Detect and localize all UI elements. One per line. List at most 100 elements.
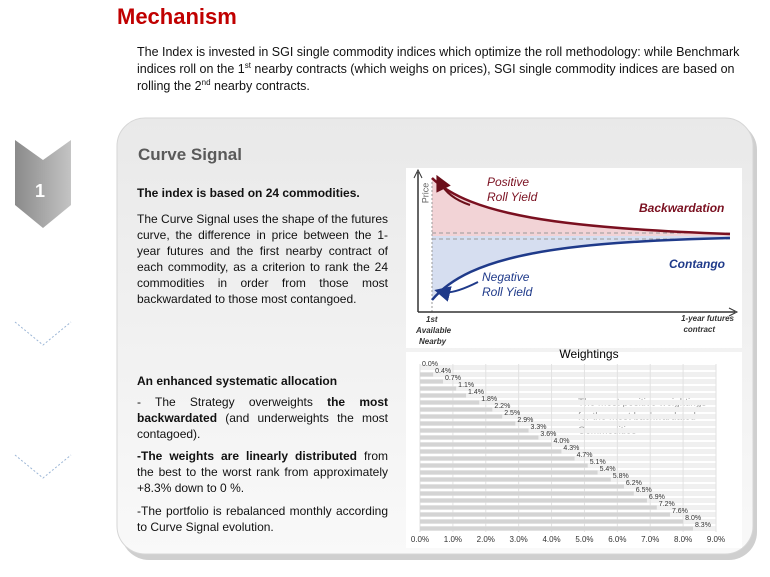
text: - The Strategy overweights: [137, 395, 328, 409]
text: -The portfolio is rebalanced monthly acc…: [137, 504, 388, 534]
bar: [420, 498, 647, 503]
section-title: Curve Signal: [138, 145, 242, 164]
arrow: [436, 174, 471, 206]
value-label: 6.9%: [649, 494, 665, 501]
contango-area: [432, 236, 730, 300]
chart-title: Weightings: [559, 347, 618, 361]
row-band: [420, 435, 716, 440]
value-label: 6.5%: [636, 487, 652, 494]
description: The Curve Signal uses the shape of the f…: [137, 212, 388, 306]
bar: [420, 456, 575, 461]
x-tick-label: 6.0%: [608, 535, 626, 544]
row-band: [420, 407, 716, 412]
allocation-title: An enhanced systematic allocation: [137, 374, 338, 388]
value-label: 6.2%: [626, 480, 642, 487]
page-title: Mechanism: [117, 4, 237, 29]
x-tick-label: 1.0%: [444, 535, 462, 544]
label: 1-year futures: [681, 314, 734, 323]
value-label: 1.4%: [468, 389, 484, 396]
value-label: 4.0%: [554, 438, 570, 445]
chevron-outline: [14, 454, 72, 479]
bar: [420, 491, 634, 496]
bullet: - The Strategy overweights the most back…: [137, 394, 388, 442]
value-label: 2.2%: [494, 403, 510, 410]
label: Positive: [487, 175, 529, 189]
text: from the best to the worst rank from app…: [137, 449, 388, 495]
label: Roll Yield: [482, 285, 533, 299]
bar: [420, 379, 444, 384]
axis-arrow: [413, 168, 423, 179]
text: nearby contracts.: [210, 79, 310, 93]
label: Negative: [482, 270, 530, 284]
step-chevron: [15, 140, 71, 228]
label: 1st: [426, 315, 438, 324]
bar: [420, 484, 624, 489]
arrow: [434, 281, 479, 302]
bar: [420, 526, 693, 531]
bold-text: -The weights are linearly distributed: [137, 449, 357, 463]
value-label: 1.8%: [481, 396, 497, 403]
backwardation-area: [432, 178, 730, 236]
axis-label: Price: [420, 183, 430, 204]
bullet: -The portfolio is rebalanced monthly acc…: [137, 503, 388, 535]
value-label: 5.8%: [613, 473, 629, 480]
bar: [420, 407, 493, 412]
x-tick-label: 8.0%: [674, 535, 692, 544]
bar: [420, 421, 516, 426]
bar: [420, 372, 434, 377]
value-label: 7.6%: [672, 508, 688, 515]
bar: [420, 463, 588, 468]
x-tick-label: 4.0%: [542, 535, 560, 544]
label: contract: [683, 325, 715, 334]
value-label: 3.3%: [531, 424, 547, 431]
value-label: 2.5%: [504, 410, 520, 417]
bar: [420, 442, 552, 447]
value-label: 7.2%: [659, 501, 675, 508]
bar: [420, 505, 657, 510]
value-label: 8.0%: [685, 515, 701, 522]
row-band: [420, 414, 716, 419]
value-label: 1.1%: [458, 382, 474, 389]
x-tick-label: 5.0%: [575, 535, 593, 544]
bar: [420, 519, 684, 524]
lead: The index is based on 24 commodities.: [137, 186, 360, 200]
value-label: 4.3%: [563, 445, 579, 452]
chevron-outline: [14, 321, 72, 346]
label: Nearby: [419, 337, 447, 346]
bar: [420, 470, 598, 475]
value-label: 5.1%: [590, 459, 606, 466]
row-band: [420, 400, 716, 405]
bold-text: the most backwardated: [137, 395, 388, 425]
bar: [420, 414, 503, 419]
value-label: 3.6%: [540, 431, 556, 438]
value-label: 5.4%: [600, 466, 616, 473]
row-band: [420, 372, 716, 377]
bullet: -The weights are linearly distributed fr…: [137, 448, 388, 496]
label: Contango: [669, 257, 725, 271]
value-label: 0.0%: [422, 361, 438, 368]
value-label: 2.9%: [517, 417, 533, 424]
value-label: 8.3%: [695, 522, 711, 529]
sup: st: [244, 60, 251, 70]
row-band: [420, 386, 716, 391]
bar: [420, 449, 562, 454]
x-tick-label: 0.0%: [411, 535, 429, 544]
bar: [420, 428, 529, 433]
label: Backwardation: [639, 201, 724, 215]
sup: nd: [201, 77, 211, 87]
text: nearby contracts (which weighs on prices…: [137, 62, 735, 93]
value-label: 4.7%: [577, 452, 593, 459]
bar: [420, 393, 467, 398]
bar: [420, 512, 670, 517]
label: Roll Yield: [487, 190, 538, 204]
x-tick-label: 2.0%: [477, 535, 495, 544]
step-number: 1: [35, 181, 45, 201]
value-label: 0.7%: [445, 375, 461, 382]
value-label: 0.4%: [435, 368, 451, 375]
bar: [420, 435, 539, 440]
intro: The Index is invested in SGI single comm…: [137, 44, 747, 95]
row-band: [420, 428, 716, 433]
row-band: [420, 449, 716, 454]
row-band: [420, 421, 716, 426]
